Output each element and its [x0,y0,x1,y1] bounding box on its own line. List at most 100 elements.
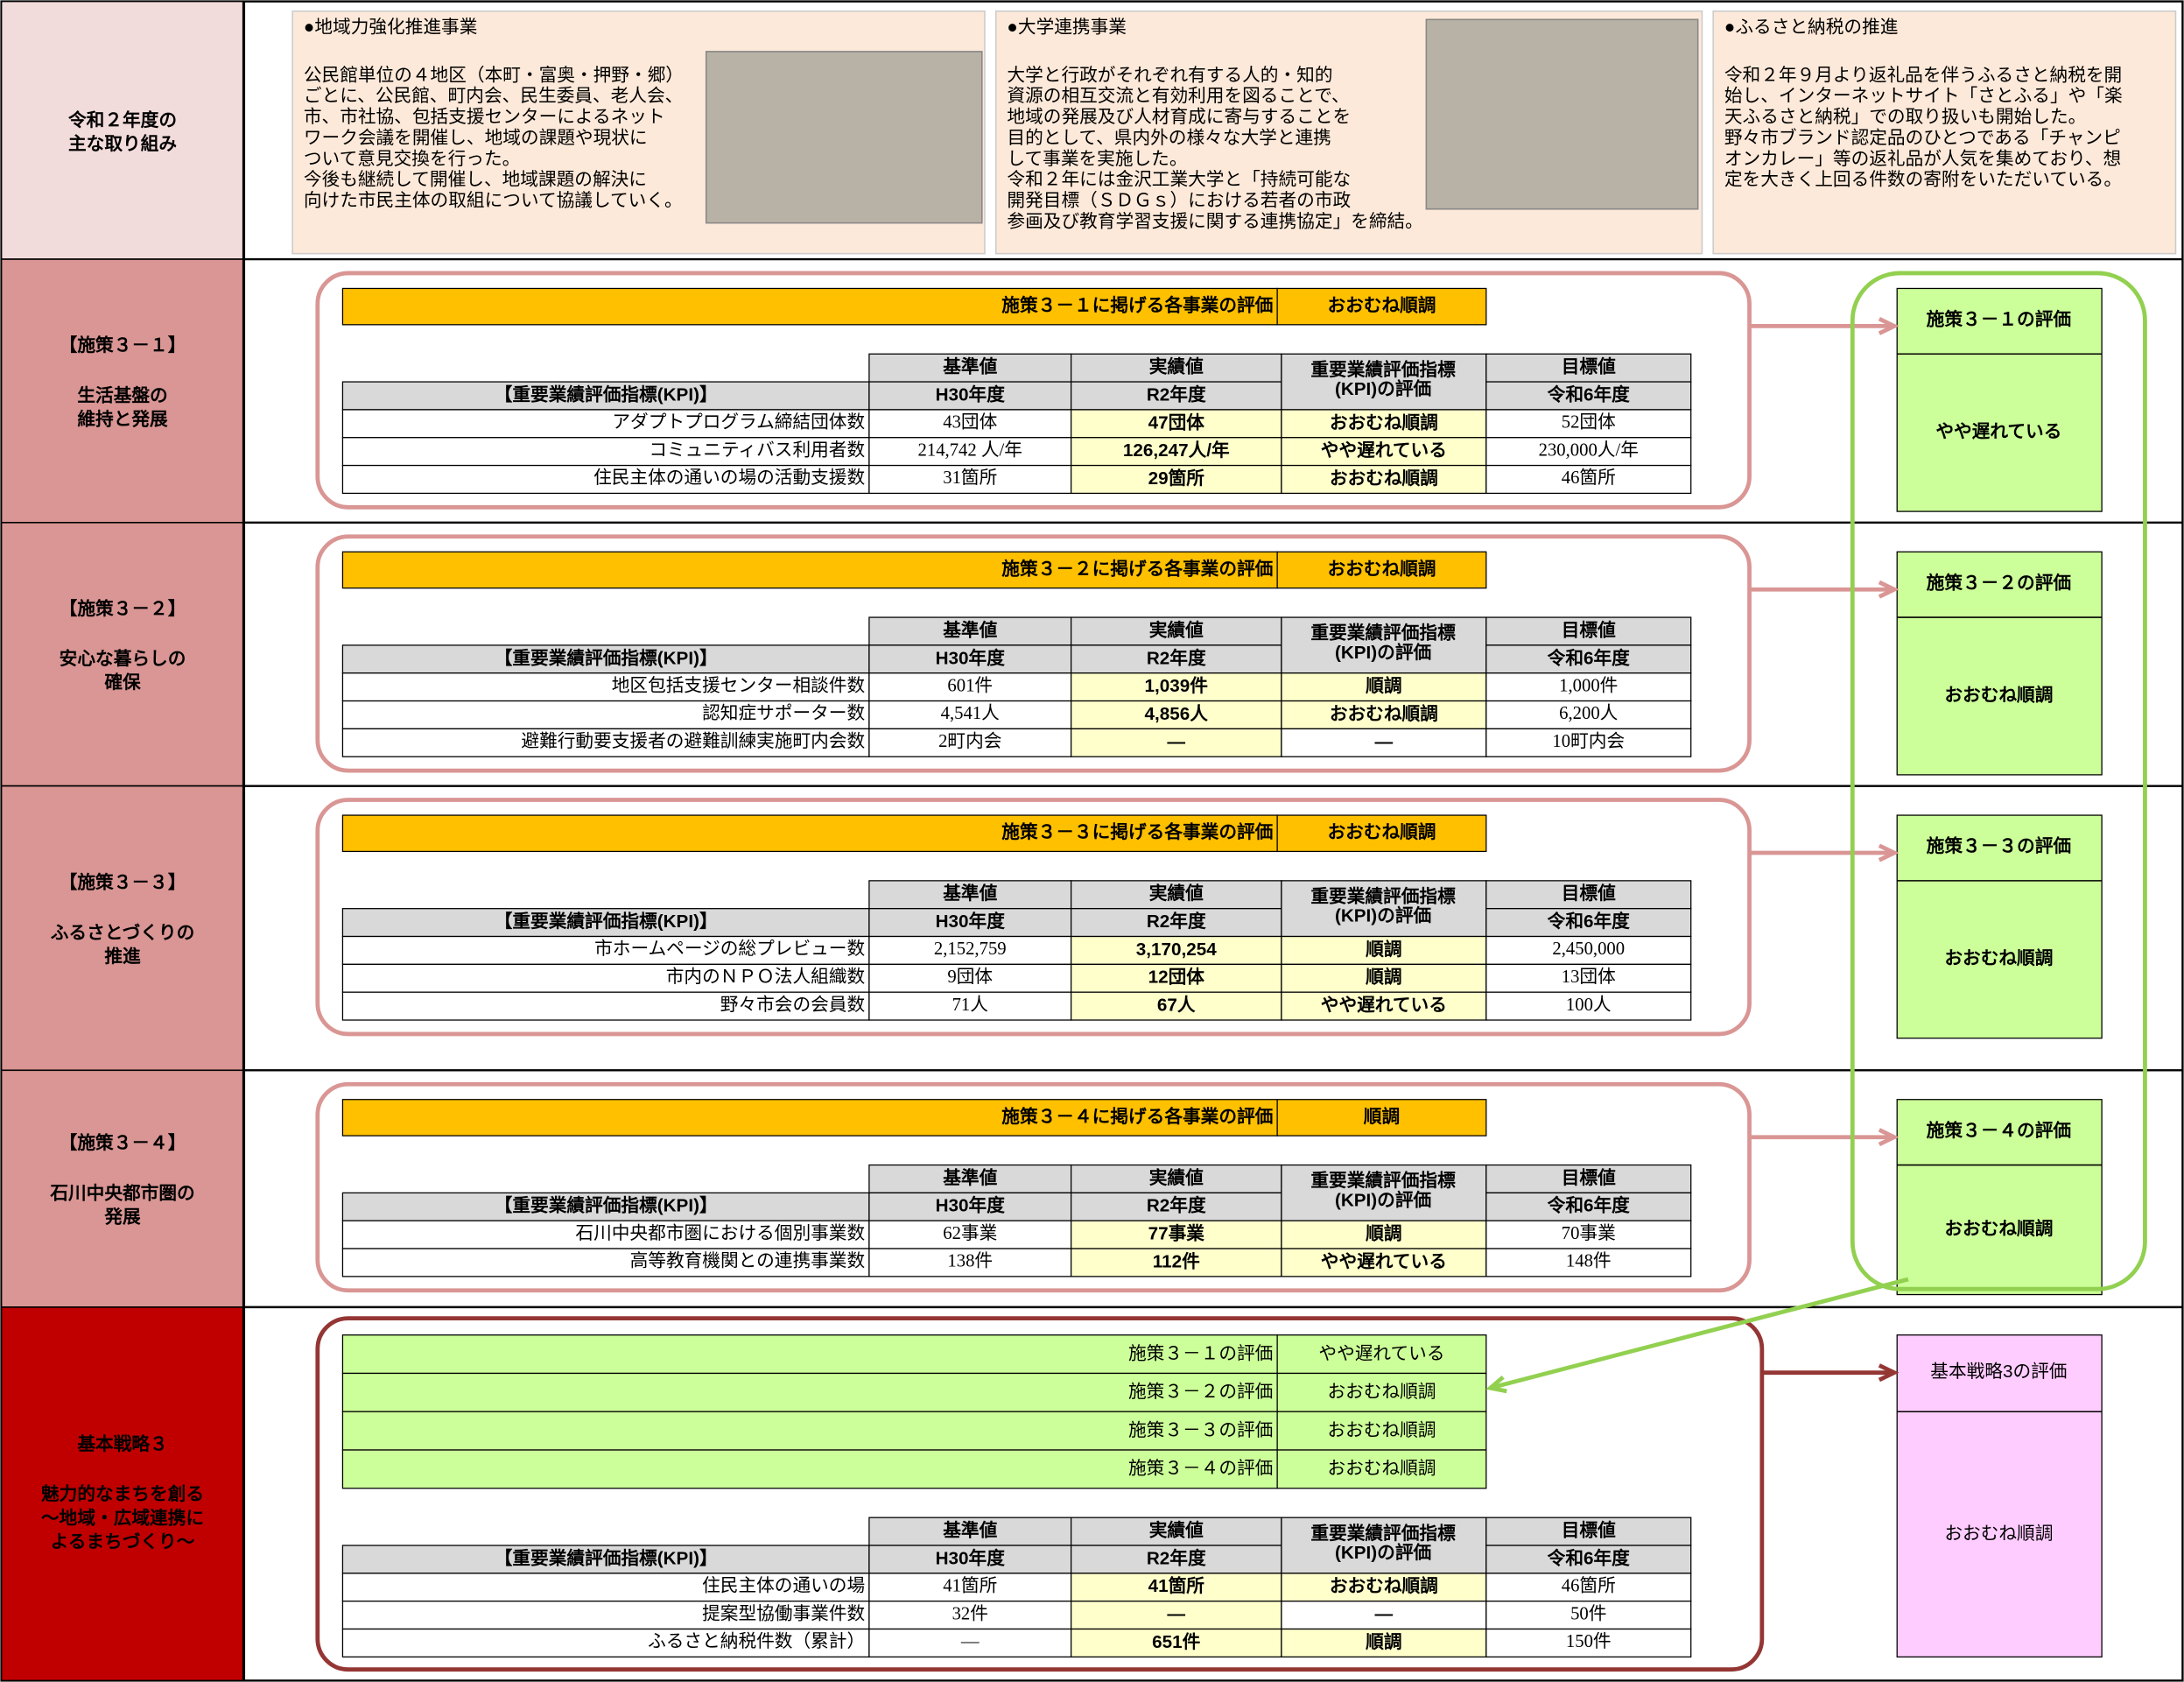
text: 大学と行政がそれぞれ有する人的・知的 [1007,65,1332,85]
summary-label [341,1449,1278,1489]
text: 今後も継続して開催し、地域課題の解決に [304,170,647,190]
text: ― [960,1632,980,1651]
cell [1485,616,1692,646]
text: 施策３－３に掲げる各事業の評価 [1001,821,1273,842]
text: 確保 [104,672,141,693]
text: ●ふるさと納税の推進 [1724,17,1899,37]
cell [1485,963,1692,993]
text: 重要業績評価指標 [1310,623,1456,644]
text: 41箇所 [1148,1575,1205,1596]
text: して事業を実施した。 [1007,149,1187,169]
text: 67人 [1157,995,1196,1016]
cell [868,1248,1072,1277]
text: 重要業績評価指標 [1310,359,1456,380]
text: H30年度 [936,384,1006,405]
cell [868,381,1072,411]
cell [341,700,870,730]
banner [341,814,1278,853]
text: 実績値 [1149,619,1204,640]
text: 重要業績評価指標 [1310,1170,1456,1191]
text: 43団体 [943,412,997,433]
strategy-box [315,1316,1765,1672]
eval-box [1896,551,2103,776]
text: 【重要業績評価指標(KPI)】 [495,1547,718,1568]
text: 基準値 [943,356,997,377]
cell [1485,1164,1692,1194]
cell [1485,880,1692,910]
text: 定を大きく上回る件数の寄附をいただいている。 [1724,170,2122,190]
text: ごとに、公民館、町内会、民生委員、老人会、 [304,86,683,106]
eval-box [1896,1334,2103,1657]
cell [1281,935,1487,965]
text: 令和２年度の [67,109,177,130]
text: ― [1375,1604,1394,1624]
cell [1070,409,1282,439]
cell [1070,963,1282,993]
cell [1070,935,1282,965]
cell [1485,381,1692,411]
section-box [315,271,1752,510]
text: アダプトプログラム締結団体数 [612,412,865,433]
cell [868,1628,1072,1657]
text: (KPI)の評価 [1335,642,1432,663]
section-box [315,1081,1752,1293]
left-cell [0,0,245,260]
cell [868,409,1072,439]
text: 令和6年度 [1547,647,1631,668]
text: おおむね順調 [1330,468,1438,489]
arrow-head [1878,843,1900,862]
cell [1281,437,1487,467]
cell [341,1545,870,1574]
cell [1281,672,1487,702]
text: 住民主体の通いの場の活動支援数 [593,468,865,488]
text: 10町内会 [1552,731,1625,751]
text: 基準値 [943,883,997,904]
cell [868,644,1072,674]
text: 基準値 [943,1167,997,1188]
text: ふるさと納税件数（累計） [648,1631,865,1651]
cell [1070,1601,1282,1630]
text: 【重要業績評価指標(KPI)】 [495,384,718,405]
cell [1070,880,1282,910]
photo [1425,18,1699,210]
text: おおむね順調 [1327,1459,1436,1479]
text: 目標値 [1562,356,1616,377]
text: 62事業 [943,1223,997,1243]
summary-eval [1276,1411,1487,1451]
text: 1,039件 [1145,675,1209,696]
text: 住民主体の通いの場 [702,1576,865,1596]
text: おおむね順調 [1327,558,1436,579]
text: 目的として、県内外の様々な大学と連携 [1007,128,1331,148]
cell [341,644,870,674]
text: 施策３－４の評価 [1927,1120,2072,1141]
text: 47団体 [1148,412,1205,433]
cell [1485,644,1692,674]
eval-box [1896,1099,2103,1296]
cell [1485,1628,1692,1657]
text: 参画及び教育学習支援に関する連携協定」を締結。 [1007,211,1422,231]
cell [868,1220,1072,1249]
arrow-head [1878,1128,1900,1147]
text: (KPI)の評価 [1335,378,1432,399]
text: R2年度 [1147,647,1206,668]
cell [341,935,870,965]
summary-label [341,1372,1278,1412]
summary-eval [1276,1372,1487,1412]
left-cell [0,1306,245,1682]
left-cell [0,522,245,787]
text: 向けた市民主体の取組について協議していく。 [304,191,683,211]
cell [1485,353,1692,383]
text: コミュニティバス利用者数 [649,440,865,460]
cell [868,908,1072,938]
text: 石川中央都市圏の [49,1182,194,1203]
text: オンカレー」等の返礼品が人気を集めており、想 [1724,149,2121,169]
text: 【重要業績評価指標(KPI)】 [495,1195,718,1216]
arrow-head [1485,1375,1507,1394]
text: 46箇所 [1562,468,1616,488]
text: 【重要業績評価指標(KPI)】 [495,647,718,668]
cell [1485,935,1692,965]
cell [1281,1573,1487,1602]
cell [1070,991,1282,1021]
left-cell [0,258,245,524]
text: (KPI)の評価 [1335,905,1432,926]
